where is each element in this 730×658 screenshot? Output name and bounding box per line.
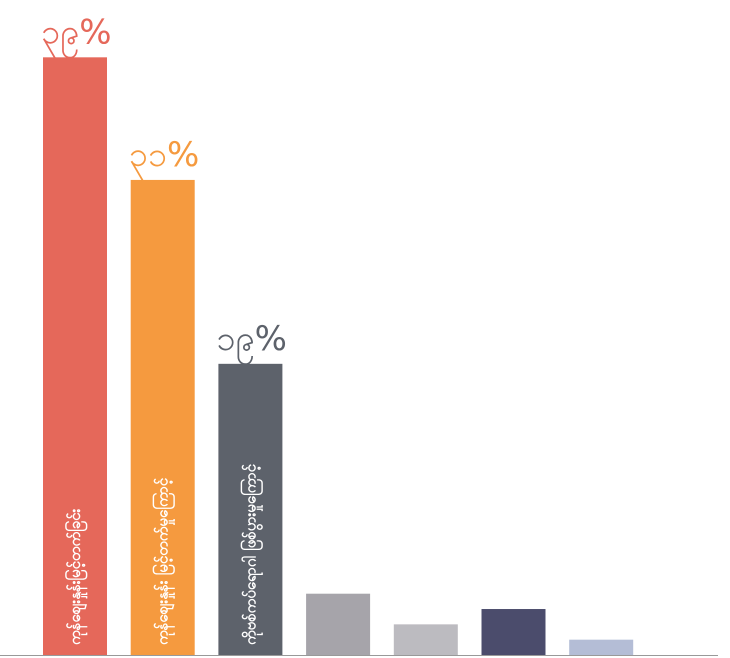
bar xyxy=(481,609,546,655)
value-label: ၃၁% xyxy=(129,135,200,181)
value-label: ၁၉% xyxy=(216,319,287,365)
bar xyxy=(130,179,195,656)
value-label: ၃၉% xyxy=(41,12,112,58)
bar xyxy=(43,57,107,655)
bar xyxy=(306,593,371,655)
bar xyxy=(218,363,283,655)
bar xyxy=(393,624,458,655)
bar xyxy=(569,639,634,655)
